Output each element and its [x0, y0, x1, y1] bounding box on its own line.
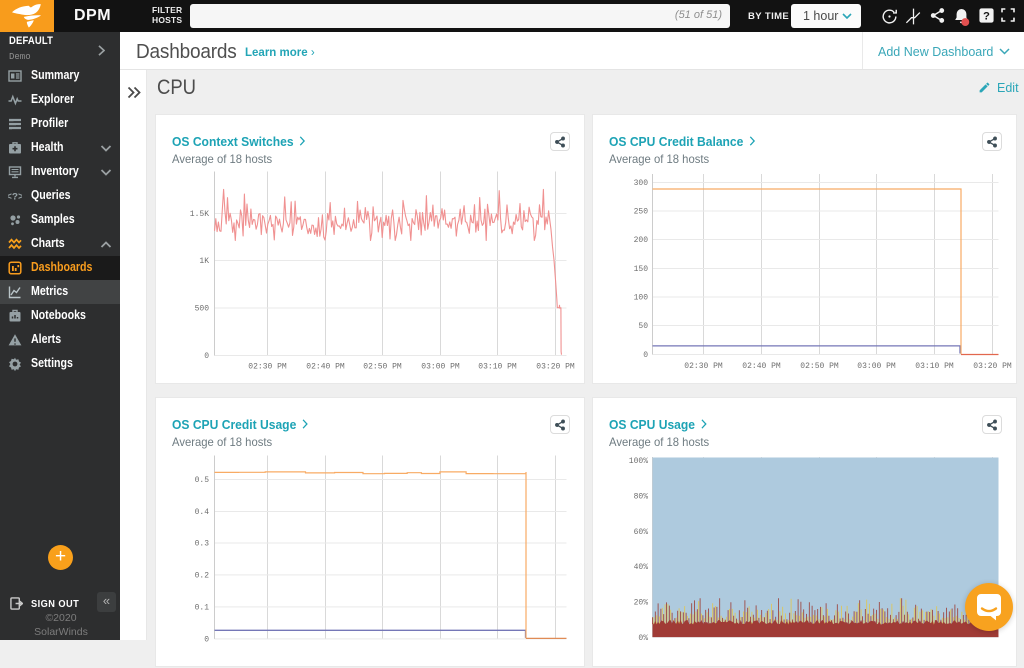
svg-text:80%: 80%	[634, 493, 649, 502]
svg-text:60%: 60%	[634, 528, 649, 537]
svg-text:0: 0	[643, 351, 648, 360]
svg-text:0%: 0%	[638, 634, 648, 643]
svg-text:0.2: 0.2	[195, 572, 210, 581]
svg-text:03:20 PM: 03:20 PM	[536, 363, 575, 372]
svg-text:03:00 PM: 03:00 PM	[857, 362, 896, 371]
svg-text:250: 250	[634, 208, 649, 217]
svg-text:?: ?	[983, 10, 990, 22]
svg-text:02:30 PM: 02:30 PM	[248, 363, 287, 372]
svg-text:03:20 PM: 03:20 PM	[973, 362, 1012, 371]
svg-text:1K: 1K	[199, 257, 209, 266]
svg-text:0: 0	[204, 636, 209, 645]
svg-text:0.4: 0.4	[195, 508, 210, 517]
svg-text:02:50 PM: 02:50 PM	[363, 363, 402, 372]
svg-text:0.1: 0.1	[195, 604, 210, 613]
svg-text:500: 500	[195, 305, 210, 314]
svg-text:03:00 PM: 03:00 PM	[421, 363, 460, 372]
svg-text:0: 0	[204, 352, 209, 361]
svg-text:150: 150	[634, 265, 649, 274]
svg-text:300: 300	[634, 179, 649, 188]
svg-text:200: 200	[634, 236, 649, 245]
svg-text:0.3: 0.3	[195, 540, 210, 549]
svg-text:50: 50	[638, 322, 648, 331]
svg-text:20%: 20%	[634, 599, 649, 608]
svg-text:0.5: 0.5	[195, 476, 210, 485]
svg-text:03:10 PM: 03:10 PM	[915, 362, 954, 371]
svg-text:02:30 PM: 02:30 PM	[684, 362, 723, 371]
svg-text:<?>: <?>	[8, 193, 22, 204]
svg-text:02:50 PM: 02:50 PM	[800, 362, 839, 371]
svg-text:03:10 PM: 03:10 PM	[478, 363, 517, 372]
svg-text:02:40 PM: 02:40 PM	[306, 363, 345, 372]
svg-text:1.5K: 1.5K	[190, 210, 209, 219]
svg-text:40%: 40%	[634, 563, 649, 572]
svg-text:100: 100	[634, 294, 649, 303]
svg-text:100%: 100%	[629, 457, 648, 466]
svg-text:02:40 PM: 02:40 PM	[742, 362, 781, 371]
